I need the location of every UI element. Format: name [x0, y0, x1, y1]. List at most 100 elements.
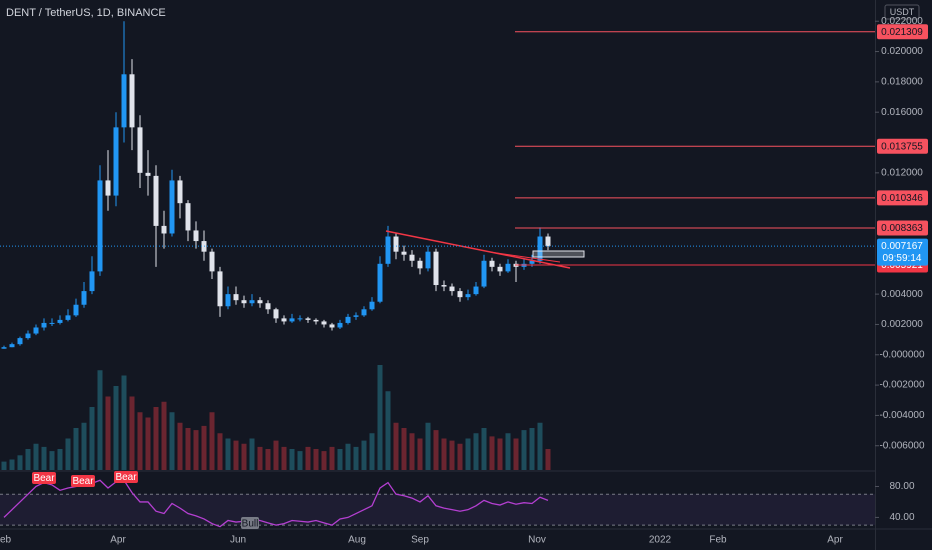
rsi-markers: Bear Bear Bear Bull — [32, 471, 259, 530]
marker-label: Bear — [115, 472, 137, 483]
volume-bar — [257, 446, 263, 470]
countdown-label: 09:59:14 — [883, 253, 922, 264]
currency-label: USDT — [890, 7, 915, 17]
candle-body — [337, 322, 343, 328]
volume-bar — [289, 449, 295, 470]
candle-body — [345, 316, 351, 323]
volume-bar — [321, 451, 327, 470]
candle-body — [241, 300, 247, 304]
candle-body — [417, 260, 423, 269]
x-tick-label: Nov — [528, 535, 546, 546]
volume-bar — [193, 430, 199, 470]
level-label: 0.008363 — [881, 223, 923, 234]
volume-bar — [73, 428, 79, 470]
marker-box — [71, 475, 95, 487]
candle-body — [57, 319, 63, 323]
candle-body — [225, 294, 231, 307]
candle-body — [545, 236, 551, 247]
candle-body — [33, 327, 39, 334]
level-badge — [877, 24, 928, 40]
volume-bar — [145, 417, 151, 470]
candle-body — [153, 175, 159, 226]
volume-bar — [137, 412, 143, 470]
candle-body — [353, 315, 359, 317]
currency-badge[interactable] — [884, 4, 920, 20]
candle-body — [169, 180, 175, 234]
candle-body — [41, 322, 47, 328]
volume-bar — [441, 438, 447, 470]
candle-body — [113, 127, 119, 196]
level-badge — [877, 220, 928, 236]
candle-body — [369, 301, 375, 310]
trendline[interactable] — [385, 230, 571, 269]
volume-bar — [409, 433, 415, 470]
volume-bar — [17, 455, 23, 470]
y-tick-label: 0.012000 — [881, 167, 923, 178]
candle-body — [433, 251, 439, 286]
candle-body — [449, 286, 455, 292]
candle-body — [249, 300, 255, 304]
rsi-band-fill — [0, 494, 875, 526]
volume-bar — [377, 365, 383, 470]
volume-bar — [505, 433, 511, 470]
range-box[interactable] — [532, 250, 585, 258]
volume-bar — [457, 443, 463, 470]
candle-body — [97, 180, 103, 272]
marker-label: Bull — [242, 519, 259, 530]
candle-body — [305, 318, 311, 320]
candle-body — [473, 286, 479, 295]
time-axis: eb Apr Jun Aug Sep Nov 2022 Feb Apr — [0, 535, 843, 546]
volume-bar — [249, 438, 255, 470]
marker-label: Bear — [33, 473, 55, 484]
volume-bar — [273, 440, 279, 470]
volume-bar — [529, 428, 535, 470]
volume-bar — [361, 440, 367, 470]
candle-body — [161, 225, 167, 234]
volume-bar — [209, 412, 215, 470]
candle-body — [121, 74, 127, 128]
candle-body — [497, 266, 503, 272]
candle-body — [193, 230, 199, 242]
level-badge — [877, 190, 928, 206]
volume-bar — [185, 428, 191, 470]
candle-body — [73, 304, 79, 316]
volume-bar — [225, 438, 231, 470]
candle-body — [265, 303, 271, 310]
candle-body — [209, 251, 215, 272]
volume-bar — [97, 370, 103, 470]
volume-bar — [401, 428, 407, 470]
volume-bar — [81, 422, 87, 470]
volume-bar — [297, 451, 303, 470]
y-tick-label: -0.004000 — [879, 410, 924, 421]
volume-bar — [537, 422, 543, 470]
volume-bar — [57, 449, 63, 470]
volume-bar — [425, 422, 431, 470]
volume-bar — [465, 438, 471, 470]
volume-bar — [9, 459, 15, 470]
volume-bar — [233, 440, 239, 470]
trendline[interactable] — [489, 251, 561, 263]
candle-body — [481, 260, 487, 287]
candle-body — [9, 344, 15, 348]
x-tick-label: Apr — [110, 535, 126, 546]
volume-bar — [449, 440, 455, 470]
y-tick-label: -0.006000 — [879, 440, 924, 451]
x-tick-label: eb — [0, 535, 12, 546]
candle-body — [81, 291, 87, 305]
candle-body — [329, 324, 335, 328]
volume-bar — [161, 401, 167, 470]
x-tick-label: Aug — [348, 535, 366, 546]
marker-box — [241, 517, 259, 529]
volume-bar — [177, 422, 183, 470]
candle-body — [409, 254, 415, 261]
candle-body — [129, 74, 135, 128]
volume-bar — [201, 425, 207, 470]
volume-bar — [241, 443, 247, 470]
volume-bar — [489, 436, 495, 470]
candle-body — [105, 180, 111, 196]
y-tick-label: 0.020000 — [881, 46, 923, 57]
candle-body — [457, 291, 463, 298]
volume-bar — [513, 438, 519, 470]
candle-body — [257, 300, 263, 304]
